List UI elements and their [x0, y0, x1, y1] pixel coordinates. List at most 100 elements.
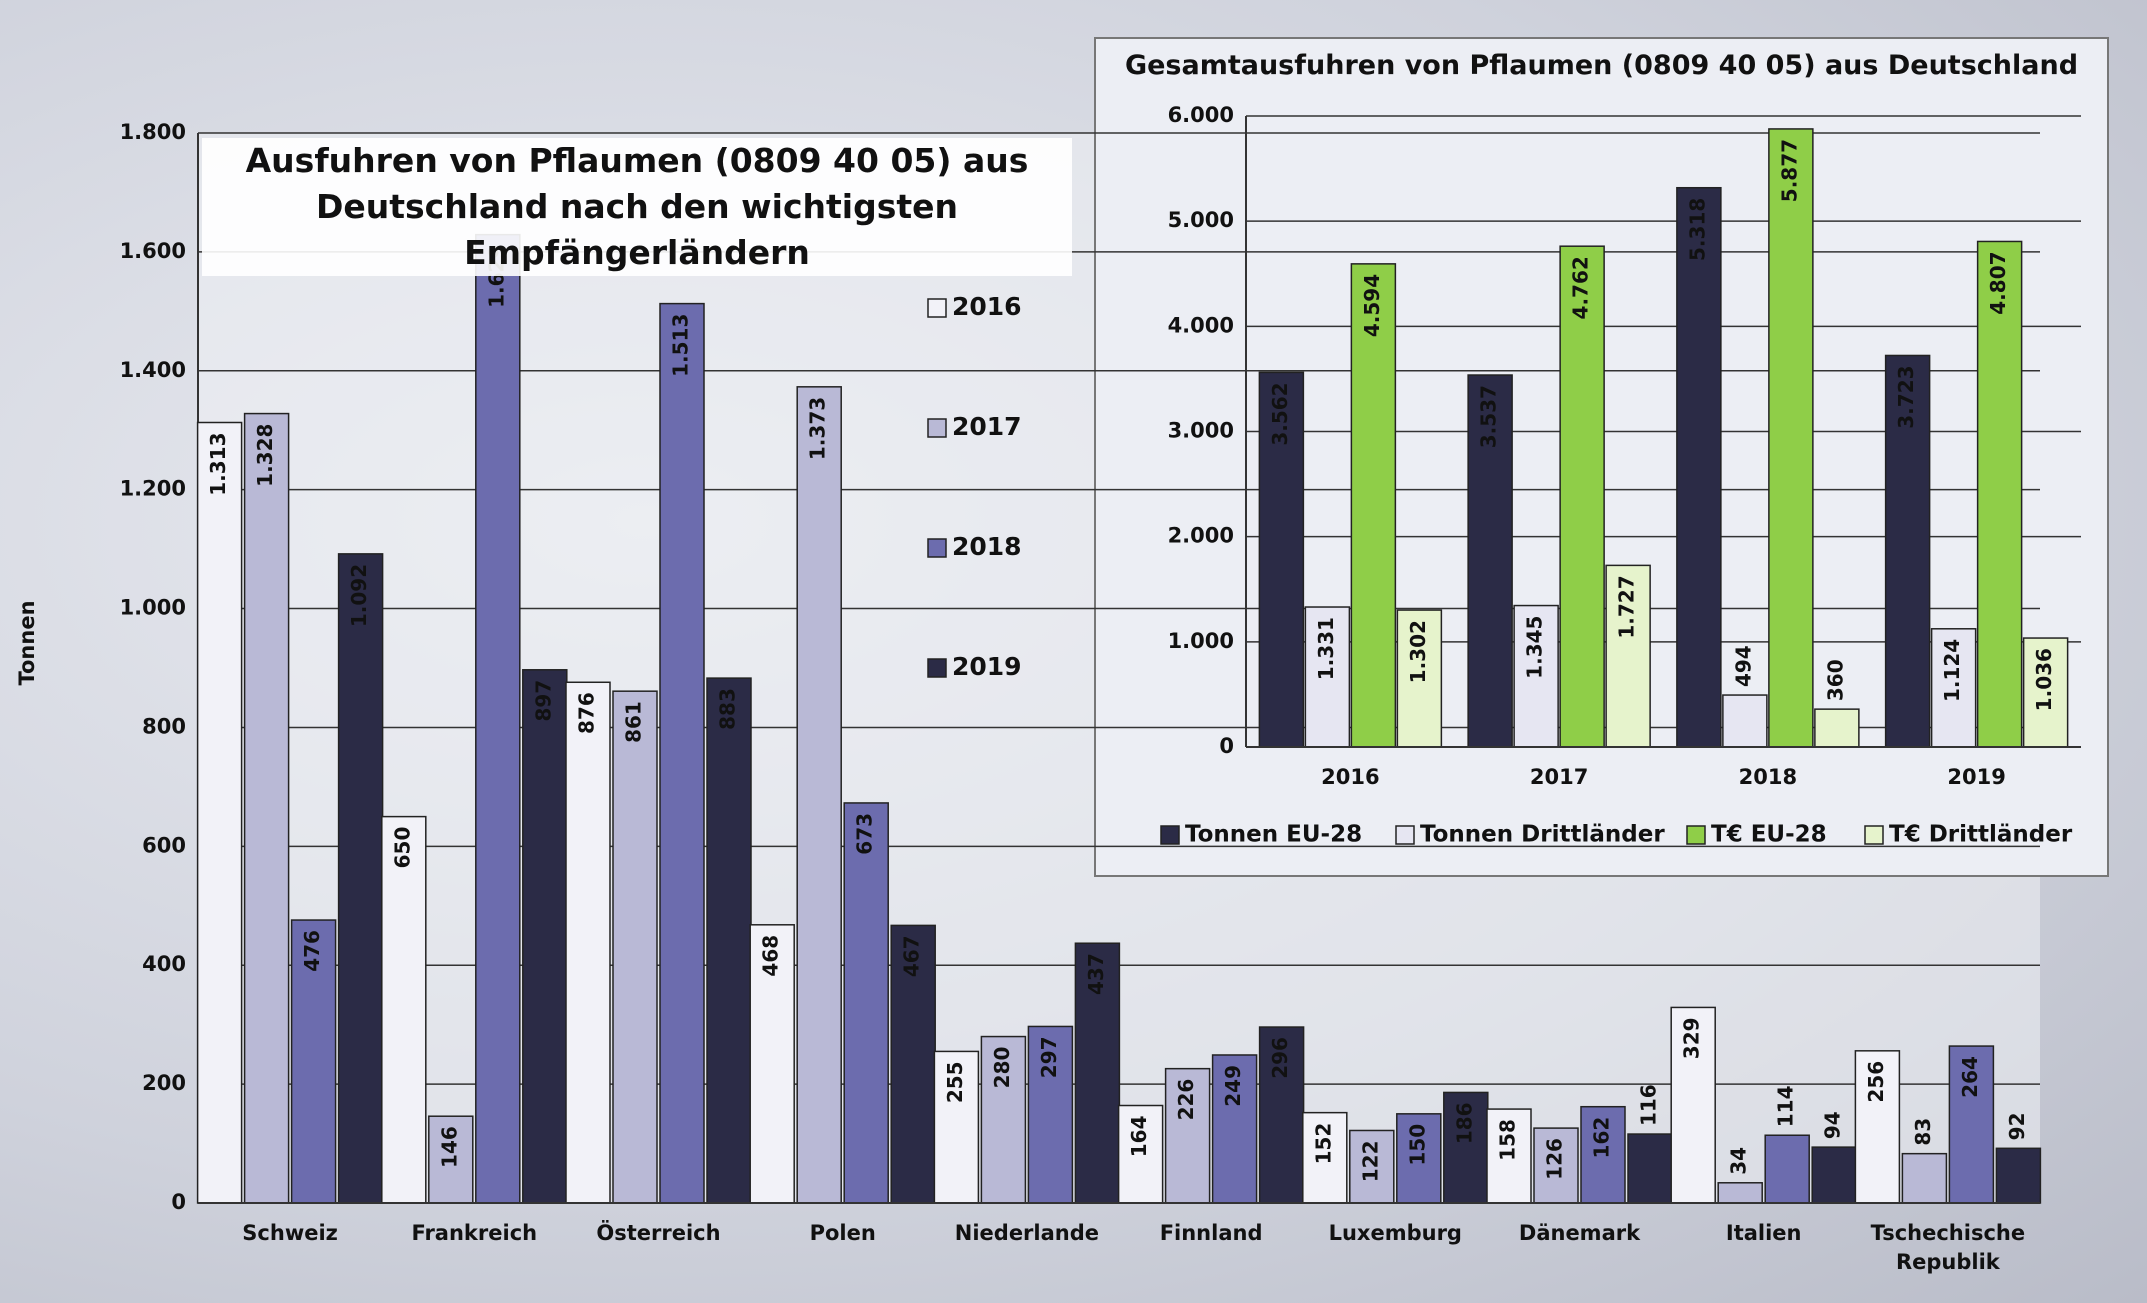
bar: [1717, 1182, 1763, 1204]
bar: [1117, 1104, 1164, 1204]
y-tick-label: 1.000: [120, 596, 186, 620]
value-label: 1.513: [669, 314, 693, 377]
bar: [1396, 609, 1443, 748]
bar: [243, 412, 290, 1204]
bar: [1995, 1147, 2042, 1204]
legend-label: 2018: [952, 532, 1022, 561]
legend-label: 2019: [952, 652, 1022, 681]
bar: [1930, 628, 1977, 748]
legend-label: T€ Drittländer: [1889, 822, 2073, 848]
value-label: 329: [1680, 1017, 1704, 1059]
legend-swatch: [927, 418, 947, 438]
value-label: 437: [1084, 953, 1108, 995]
legend-swatch: [1864, 825, 1884, 845]
value-label: 164: [1127, 1116, 1151, 1158]
value-label: 467: [900, 935, 924, 977]
bar: [196, 421, 243, 1204]
bar: [1854, 1050, 1901, 1204]
legend-label: 2016: [952, 292, 1022, 321]
y-tick-label: 800: [142, 714, 186, 738]
bar: [522, 669, 568, 1204]
bar: [1074, 942, 1121, 1204]
bar: [1443, 1091, 1489, 1204]
value-label: 4.594: [1360, 274, 1384, 337]
value-label: 226: [1174, 1079, 1198, 1121]
bar: [612, 690, 658, 1204]
x-tick-label: Luxemburg: [1328, 1221, 1462, 1245]
value-label: 297: [1037, 1036, 1061, 1078]
x-tick-label: Frankreich: [411, 1221, 538, 1245]
bar: [1350, 263, 1397, 748]
bar: [1396, 1113, 1442, 1204]
value-label: 3.537: [1477, 385, 1501, 448]
y-tick-label: 1.400: [120, 358, 186, 382]
value-label: 1.727: [1615, 575, 1639, 638]
x-tick-label: Italien: [1725, 1221, 1802, 1245]
y-tick-label: 2.000: [1168, 524, 1234, 548]
value-label: 122: [1358, 1140, 1382, 1182]
value-label: 150: [1405, 1124, 1429, 1166]
y-tick-label: 200: [142, 1071, 186, 1095]
y-tick-label: 4.000: [1168, 313, 1234, 337]
value-label: 476: [300, 930, 324, 972]
value-label: 162: [1590, 1117, 1614, 1159]
x-tick-label: 2018: [1738, 765, 1798, 789]
bar: [749, 924, 795, 1204]
bar: [1559, 245, 1605, 748]
bar: [1533, 1127, 1579, 1204]
bar: [1948, 1045, 1995, 1204]
value-label: 3.723: [1894, 365, 1918, 428]
bar: [980, 1035, 1027, 1204]
value-label: 1.331: [1314, 617, 1338, 680]
value-label: 4.807: [1986, 251, 2010, 314]
bar: [1258, 1026, 1305, 1204]
value-label: 650: [390, 827, 414, 869]
x-tick-label: Dänemark: [1518, 1221, 1641, 1245]
value-label: 4.762: [1569, 256, 1593, 319]
bar: [337, 553, 384, 1204]
bar: [1764, 1134, 1810, 1204]
legend-label: 2017: [952, 412, 1022, 441]
value-label: 256: [1864, 1061, 1888, 1103]
value-label: 152: [1311, 1123, 1335, 1165]
y-axis-label: Tonnen: [15, 600, 39, 685]
value-label: 1.345: [1523, 616, 1547, 679]
value-label: 5.318: [1685, 198, 1709, 261]
value-label: 3.562: [1268, 382, 1292, 445]
x-tick-label: Tschechische Republik: [1870, 1221, 2026, 1274]
bar: [1304, 606, 1351, 748]
y-tick-label: 5.000: [1168, 208, 1234, 232]
bar: [1486, 1108, 1532, 1204]
y-tick-label: 400: [142, 952, 186, 976]
bar: [1467, 374, 1513, 748]
bar: [706, 677, 752, 1204]
x-tick-label: Finnland: [1159, 1221, 1263, 1245]
x-tick-label: 2016: [1321, 765, 1380, 789]
legend-label: Tonnen Drittländer: [1420, 822, 1665, 848]
value-label: 883: [716, 688, 740, 730]
bar: [1670, 1006, 1716, 1204]
bar: [1814, 708, 1860, 748]
y-tick-label: 600: [142, 833, 186, 857]
bar: [796, 386, 842, 1204]
bar: [1580, 1105, 1626, 1204]
bar: [1676, 186, 1722, 748]
value-label: 34: [1727, 1147, 1751, 1175]
value-label: 264: [1958, 1056, 1982, 1098]
legend-swatch: [1160, 825, 1180, 845]
bar: [843, 802, 889, 1204]
value-label: 468: [759, 935, 783, 977]
value-label: 1.302: [1406, 620, 1430, 683]
value-label: 94: [1821, 1111, 1845, 1139]
value-label: 1.036: [2032, 648, 2056, 711]
value-label: 1.373: [806, 397, 830, 460]
bar: [565, 681, 611, 1204]
bar: [1211, 1054, 1258, 1204]
value-label: 5.877: [1777, 139, 1801, 202]
value-label: 249: [1221, 1065, 1245, 1107]
bar: [1722, 694, 1768, 748]
y-tick-label: 3.000: [1168, 419, 1234, 443]
bar: [475, 233, 521, 1204]
